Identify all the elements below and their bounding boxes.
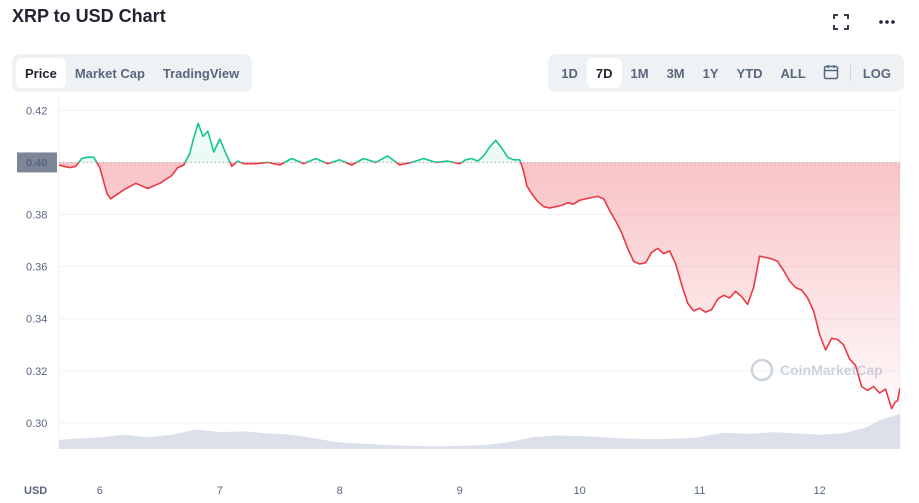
x-tick-label: 12 — [813, 485, 825, 497]
watermark-text: CoinMarketCap — [780, 362, 883, 378]
coinmarketcap-logo-icon — [750, 358, 774, 382]
tab-market-cap[interactable]: Market Cap — [74, 65, 145, 81]
reference-price-badge — [17, 152, 57, 173]
y-tick-label: 0.36 — [26, 262, 47, 274]
time-range-selector: 1D 7D 1M 3M 1Y YTD ALL LOG — [548, 54, 904, 92]
reference-price-badge-label: 0.40 — [26, 157, 47, 169]
y-tick-label: 0.32 — [26, 366, 47, 378]
range-3m-button[interactable]: 3M — [666, 65, 685, 81]
more-horizontal-icon[interactable] — [875, 10, 899, 34]
range-7d-button[interactable]: 7D — [586, 58, 622, 88]
watermark: CoinMarketCap — [750, 358, 883, 382]
price-chart-svg: CoinMarketCap 0.42 0.40 0.38 0.36 0.34 0.32 0.3… — [17, 96, 901, 497]
y-tick-label: 0.30 — [26, 418, 47, 430]
chart-title: XRP to USD Chart — [12, 6, 166, 26]
range-all-button[interactable]: ALL — [780, 65, 806, 81]
currency-label: USD — [24, 485, 47, 497]
price-line-up — [77, 122, 522, 163]
range-1d-button[interactable]: 1D — [561, 65, 578, 81]
range-divider — [849, 65, 851, 81]
volume-area — [59, 413, 900, 449]
y-tick-label: 0.42 — [26, 105, 47, 117]
tab-price[interactable]: Price — [16, 58, 66, 88]
x-tick-label: 10 — [574, 485, 586, 497]
calendar-button[interactable] — [815, 58, 847, 88]
x-tick-label: 6 — [97, 485, 103, 497]
range-1m-button[interactable]: 1M — [630, 65, 649, 81]
fullscreen-icon[interactable] — [829, 10, 853, 34]
log-scale-button[interactable]: LOG — [862, 65, 891, 81]
range-ytd-button[interactable]: YTD — [736, 65, 763, 81]
y-tick-label: 0.34 — [26, 314, 47, 326]
chart-type-tabs: Price Market Cap TradingView — [12, 54, 253, 92]
chart-actions — [829, 10, 899, 34]
range-1y-button[interactable]: 1Y — [702, 65, 719, 81]
tab-tradingview[interactable]: TradingView — [162, 65, 240, 81]
calendar-icon — [823, 64, 839, 83]
y-tick-label: 0.38 — [26, 210, 47, 222]
x-tick-label: 7 — [217, 485, 223, 497]
price-line-down — [59, 162, 900, 410]
x-tick-label: 8 — [337, 485, 343, 497]
price-area-below — [59, 162, 900, 409]
x-tick-label: 9 — [457, 485, 463, 497]
price-chart[interactable]: CoinMarketCap 0.42 0.40 0.38 0.36 0.34 0.32 0.3… — [0, 96, 919, 503]
x-tick-label: 11 — [694, 485, 705, 497]
